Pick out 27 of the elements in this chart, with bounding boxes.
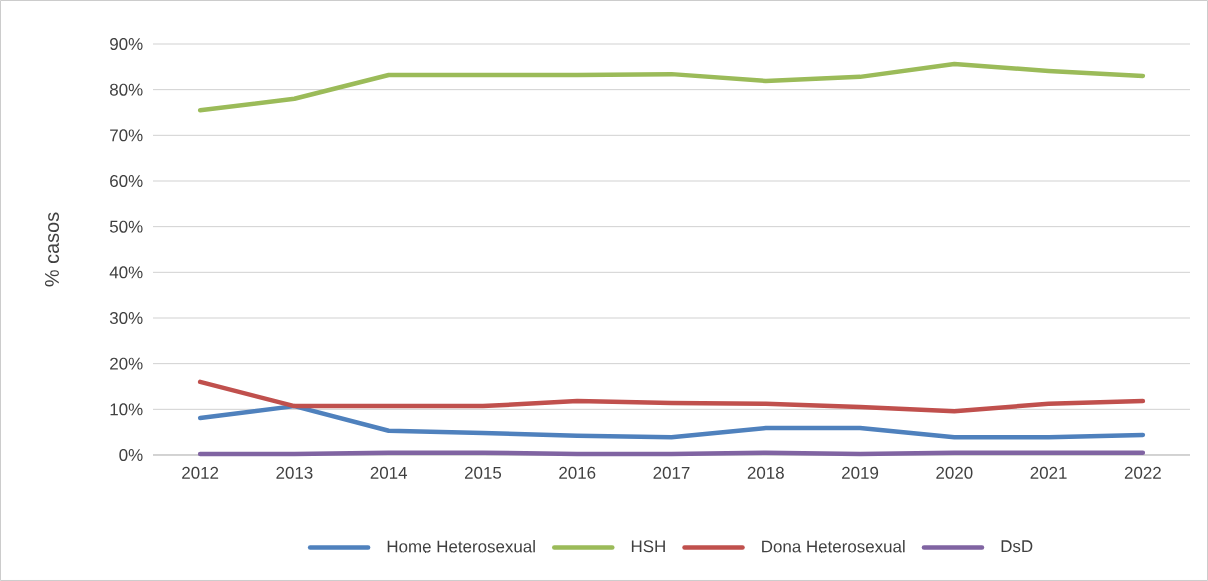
legend-label: Home Heterosexual	[387, 540, 535, 553]
y-tick-label: 30%	[109, 311, 143, 324]
x-tick-label: 2015	[464, 466, 502, 479]
x-tick-label: 2014	[370, 466, 408, 479]
y-axis-title: % casos	[44, 212, 60, 287]
x-tick-label: 2022	[1124, 466, 1161, 479]
y-tick-label: 80%	[110, 83, 143, 96]
y-tick-label: 20%	[110, 357, 143, 370]
x-tick-label: 2018	[747, 466, 784, 479]
x-tick-label: 2012	[182, 466, 219, 479]
x-tick-label: 2021	[1030, 466, 1067, 479]
y-tick-label: 10%	[110, 403, 143, 416]
legend-label: HSH	[631, 540, 665, 553]
x-tick-label: 2013	[276, 466, 313, 479]
y-tick-label: 50%	[109, 220, 143, 233]
legend-label: DsD	[1001, 540, 1033, 553]
x-tick-label: 2020	[936, 466, 973, 479]
y-tick-label: 60%	[110, 174, 143, 187]
y-tick-label: 40%	[109, 266, 143, 279]
x-tick-label: 2016	[559, 466, 596, 479]
x-tick-label: 2017	[653, 466, 690, 479]
line-series	[197, 403, 1146, 440]
legend-label: Dona Heterosexual	[762, 540, 905, 553]
y-tick-label: 70%	[110, 129, 143, 142]
x-tick-label: 2019	[842, 466, 879, 479]
y-tick-label: 90%	[110, 37, 143, 50]
y-tick-label: 0%	[119, 448, 143, 461]
